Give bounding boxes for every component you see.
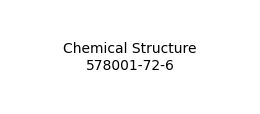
- Text: Chemical Structure
578001-72-6: Chemical Structure 578001-72-6: [63, 42, 197, 72]
